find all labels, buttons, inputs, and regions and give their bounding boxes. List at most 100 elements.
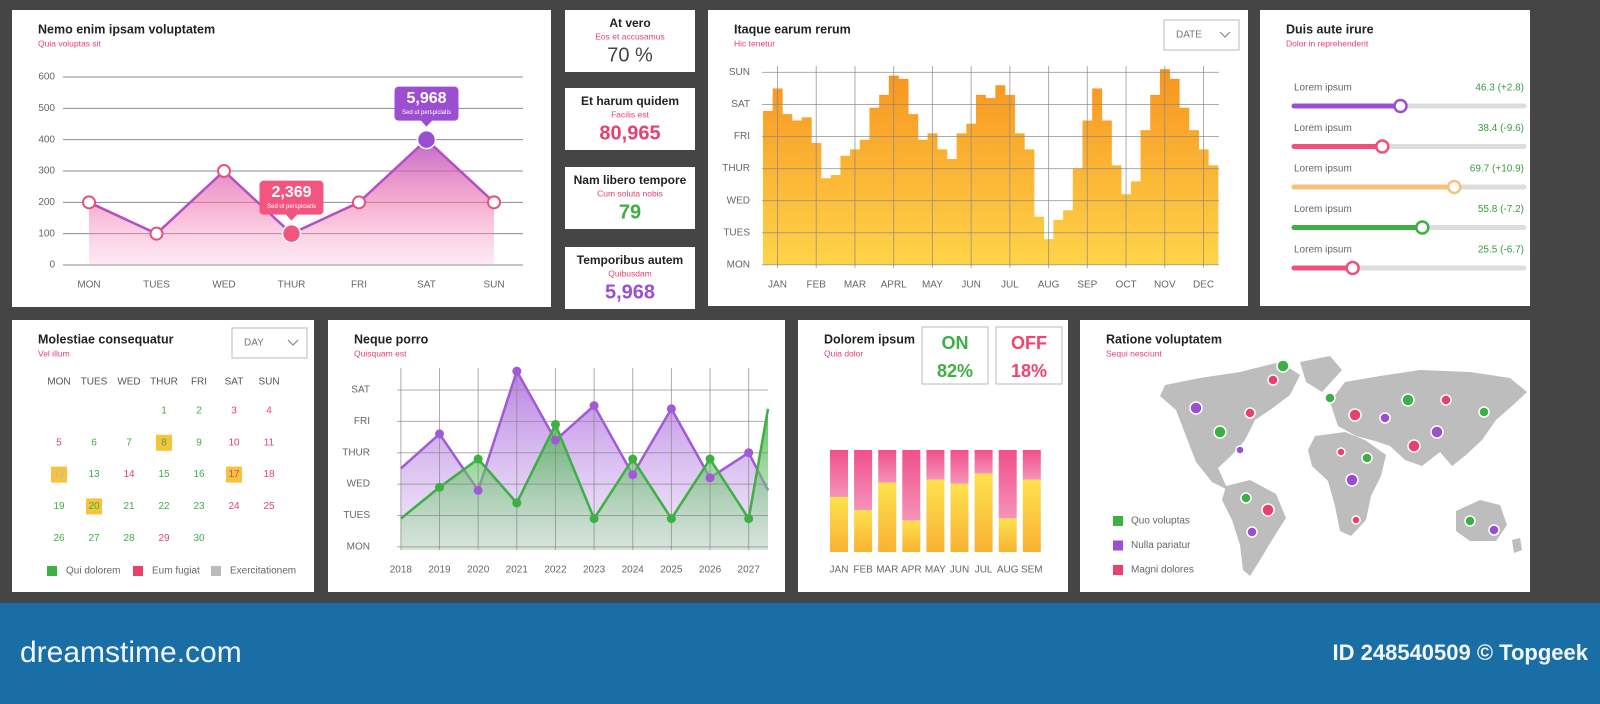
- dropdown-label[interactable]: DATE: [1176, 30, 1202, 41]
- bar: [1208, 165, 1219, 265]
- legend-label: Magni dolores: [1131, 565, 1194, 576]
- point-marker: [705, 473, 715, 483]
- day-number: 14: [123, 469, 135, 480]
- panel-subtitle: Hic tenetur: [734, 38, 775, 48]
- day-number: 13: [88, 469, 100, 480]
- point-marker: [416, 129, 437, 150]
- bar: [1150, 94, 1161, 265]
- x-tick-label: FEB: [806, 280, 826, 291]
- point-marker: [217, 164, 231, 178]
- day-number: 2: [196, 406, 202, 417]
- chevron[interactable]: [287, 339, 299, 346]
- point-marker: [589, 401, 599, 411]
- panel: [1260, 10, 1530, 306]
- dropdown-label[interactable]: DAY: [244, 338, 264, 349]
- point-marker: [473, 454, 483, 464]
- x-tick-label: THUR: [278, 280, 306, 291]
- y-tick-label: 500: [38, 103, 55, 114]
- point-marker: [550, 435, 560, 445]
- bar-segment: [878, 482, 897, 552]
- y-tick-label: FRI: [354, 416, 370, 427]
- chevron[interactable]: [1219, 31, 1231, 38]
- y-tick-label: TUES: [343, 510, 370, 521]
- legend-swatch: [1113, 565, 1123, 575]
- bar: [821, 178, 832, 265]
- bar: [869, 107, 880, 265]
- y-tick-label: WED: [727, 195, 750, 206]
- day-highlight: [51, 466, 67, 483]
- kpi-value: 79: [619, 201, 641, 223]
- bar: [830, 175, 841, 265]
- kpi-title: Temporibus autem: [577, 253, 683, 267]
- bar: [1034, 216, 1045, 265]
- weekday-label: THUR: [150, 377, 178, 388]
- map-marker: [1324, 392, 1336, 404]
- panel-subtitle: Quia dolor: [824, 348, 863, 358]
- bar: [879, 94, 890, 265]
- bar: [898, 78, 909, 265]
- weekday-label: MON: [47, 377, 70, 388]
- point-marker: [435, 429, 445, 439]
- y-tick-label: MON: [727, 259, 750, 270]
- kpi-title: Nam libero tempore: [574, 173, 687, 187]
- dropdown[interactable]: DAY: [231, 327, 308, 359]
- point-marker: [744, 448, 754, 458]
- x-tick-label: SEM: [1021, 565, 1043, 576]
- callout-note: Sed ut perspiciatis: [267, 204, 316, 210]
- day-number: 27: [88, 533, 100, 544]
- x-tick-label: 2027: [738, 565, 761, 576]
- day-number: 5: [56, 437, 62, 448]
- day-number: 23: [193, 501, 205, 512]
- day-number: 24: [228, 501, 240, 512]
- day-number: 22: [158, 501, 170, 512]
- day-number: 6: [91, 437, 97, 448]
- day-number: 20: [88, 501, 100, 512]
- bar: [840, 155, 851, 265]
- bar: [792, 120, 802, 265]
- map-marker: [1478, 406, 1490, 418]
- weekday-label: SAT: [225, 377, 244, 388]
- kpi-subtitle: Eos et accusamus: [595, 31, 664, 41]
- legend-swatch: [1113, 540, 1123, 551]
- y-tick-label: 600: [38, 72, 55, 83]
- bar-segment: [1022, 479, 1041, 552]
- bar: [762, 110, 773, 265]
- x-tick-label: 2021: [506, 565, 529, 576]
- x-tick-label: 2018: [390, 565, 413, 576]
- day-number: 28: [123, 533, 135, 544]
- x-tick-label: 2022: [544, 565, 567, 576]
- bar: [1140, 130, 1151, 265]
- day-number: 3: [231, 406, 237, 417]
- x-tick-label: JAN: [768, 280, 787, 291]
- panel-title: Itaque earum rerum: [734, 22, 851, 36]
- dropdown[interactable]: DATE: [1163, 19, 1240, 51]
- kpi-card: [565, 88, 695, 150]
- footer-brand: dreamstime.com: [20, 636, 242, 669]
- weekday-label: SUN: [258, 377, 279, 388]
- callout-note: Sed ut perspiciatis: [402, 110, 451, 116]
- point-marker: [666, 514, 676, 524]
- bar: [1014, 133, 1025, 265]
- point-marker: [352, 195, 366, 210]
- panel-subtitle: Dolor in reprehenderit: [1286, 38, 1369, 48]
- badge-value: 82%: [937, 361, 973, 381]
- panel-subtitle: Vel illum: [38, 348, 70, 358]
- x-tick-label: 2020: [467, 565, 490, 576]
- bar-segment: [998, 450, 1017, 519]
- kpi-title: Et harum quidem: [581, 94, 679, 108]
- day-number: 26: [53, 533, 65, 544]
- x-tick-label: SUN: [483, 280, 504, 291]
- weekday-label: WED: [117, 377, 140, 388]
- map-marker: [1213, 425, 1227, 439]
- map-marker: [1361, 452, 1373, 464]
- day-number: 18: [263, 469, 275, 480]
- bar-segment: [950, 450, 969, 484]
- day-number: 17: [228, 469, 240, 480]
- map-marker: [1276, 359, 1290, 373]
- legend-swatch: [211, 566, 221, 576]
- day-number: 9: [196, 437, 202, 448]
- map-marker: [1464, 515, 1476, 527]
- bar: [908, 114, 919, 265]
- callout-pointer: [285, 214, 298, 221]
